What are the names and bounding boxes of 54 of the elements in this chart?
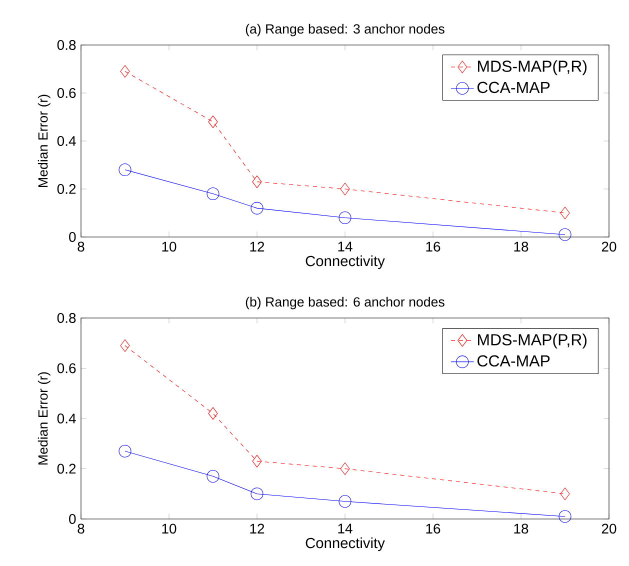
- point: [340, 182, 350, 196]
- legend-label: MDS-MAP(P,R): [478, 334, 587, 349]
- y-tick-label: 0.2: [57, 184, 76, 194]
- legend-label: CCA-MAP: [478, 355, 550, 367]
- x-tick-label: 8: [78, 242, 84, 252]
- x-tick-label: 20: [602, 524, 616, 534]
- x-tick-label: 16: [426, 242, 440, 252]
- point: [340, 462, 350, 476]
- point: [560, 206, 570, 220]
- y-tick-label: 0.6: [57, 88, 76, 98]
- point: [120, 65, 130, 78]
- chart-title: (b) Range based: 6 anchor nodes: [246, 296, 444, 310]
- point: [338, 212, 352, 224]
- point: [250, 488, 264, 500]
- y-tick-label: 0.4: [57, 414, 76, 424]
- y-tick-label: 0: [69, 232, 76, 242]
- point: [560, 488, 570, 500]
- y-axis-title: Median Error (r): [38, 94, 50, 187]
- x-axis-title: Connectivity: [306, 537, 385, 552]
- x-tick-label: 8: [78, 524, 84, 534]
- point: [208, 116, 218, 128]
- point: [250, 202, 264, 214]
- x-tick-label: 12: [250, 524, 264, 534]
- y-tick-label: 0.2: [57, 464, 76, 474]
- x-tick-label: 14: [338, 524, 352, 534]
- point: [118, 164, 132, 176]
- x-tick-label: 20: [602, 242, 616, 252]
- legend-label: MDS-MAP(P,R): [478, 60, 587, 76]
- x-tick-label: 10: [162, 242, 176, 252]
- x-tick-label: 12: [250, 242, 264, 252]
- x-tick-label: 18: [514, 242, 528, 252]
- x-tick-label: 18: [514, 524, 528, 534]
- y-tick-label: 0.8: [57, 313, 76, 323]
- point: [252, 454, 262, 468]
- point: [558, 228, 572, 241]
- point: [338, 495, 352, 508]
- y-tick-label: 0.8: [57, 40, 76, 50]
- y-tick-label: 0.4: [57, 136, 76, 146]
- legend-label: CCA-MAP: [478, 82, 550, 94]
- x-tick-label: 16: [426, 524, 440, 534]
- point: [206, 470, 220, 483]
- y-axis-title: Median Error (r): [38, 372, 50, 464]
- x-tick-label: 10: [162, 524, 176, 534]
- chart-title: (a) Range based: 3 anchor nodes: [246, 24, 444, 36]
- point: [206, 188, 220, 200]
- point: [120, 339, 130, 352]
- x-axis-title: Connectivity: [306, 255, 385, 270]
- x-tick-label: 14: [338, 242, 352, 252]
- point: [558, 510, 572, 523]
- point: [208, 407, 218, 420]
- y-tick-label: 0: [69, 514, 76, 524]
- point: [252, 176, 262, 188]
- point: [118, 444, 132, 458]
- y-tick-label: 0.6: [57, 363, 76, 374]
